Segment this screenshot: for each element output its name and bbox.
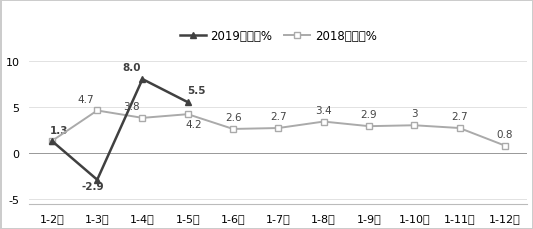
Line: 2019年增速%: 2019年增速%: [49, 76, 191, 183]
2018年增速%: [230, 128, 236, 131]
Text: 4.2: 4.2: [185, 120, 201, 130]
2019年增速%: [139, 78, 146, 81]
Text: -2.9: -2.9: [82, 181, 104, 191]
Text: 0.8: 0.8: [497, 129, 513, 139]
2018年增速%: [275, 127, 281, 130]
Text: 1.3: 1.3: [50, 126, 68, 136]
Text: 4.7: 4.7: [78, 94, 94, 104]
2019年增速%: [184, 101, 191, 104]
Text: 2.6: 2.6: [225, 112, 241, 123]
2018年增速%: [502, 144, 508, 147]
Text: 8.0: 8.0: [122, 63, 141, 73]
Legend: 2019年增速%, 2018年增速%: 2019年增速%, 2018年增速%: [180, 30, 377, 43]
Text: 3.4: 3.4: [316, 105, 332, 115]
2018年增速%: [366, 125, 372, 128]
2018年增速%: [184, 113, 191, 116]
2018年增速%: [94, 110, 100, 112]
Text: 2.7: 2.7: [270, 112, 287, 122]
Text: 5.5: 5.5: [187, 86, 205, 96]
2018年增速%: [49, 140, 55, 143]
2019年增速%: [49, 140, 55, 143]
2018年增速%: [456, 127, 463, 130]
Text: 2.7: 2.7: [451, 112, 468, 122]
Text: 3: 3: [411, 109, 417, 119]
2018年增速%: [139, 117, 146, 120]
Text: 2.9: 2.9: [361, 110, 377, 120]
2018年增速%: [411, 124, 417, 127]
2018年增速%: [320, 121, 327, 123]
Text: 3.8: 3.8: [123, 101, 140, 112]
Line: 2018年增速%: 2018年增速%: [49, 108, 508, 149]
2019年增速%: [94, 179, 100, 181]
